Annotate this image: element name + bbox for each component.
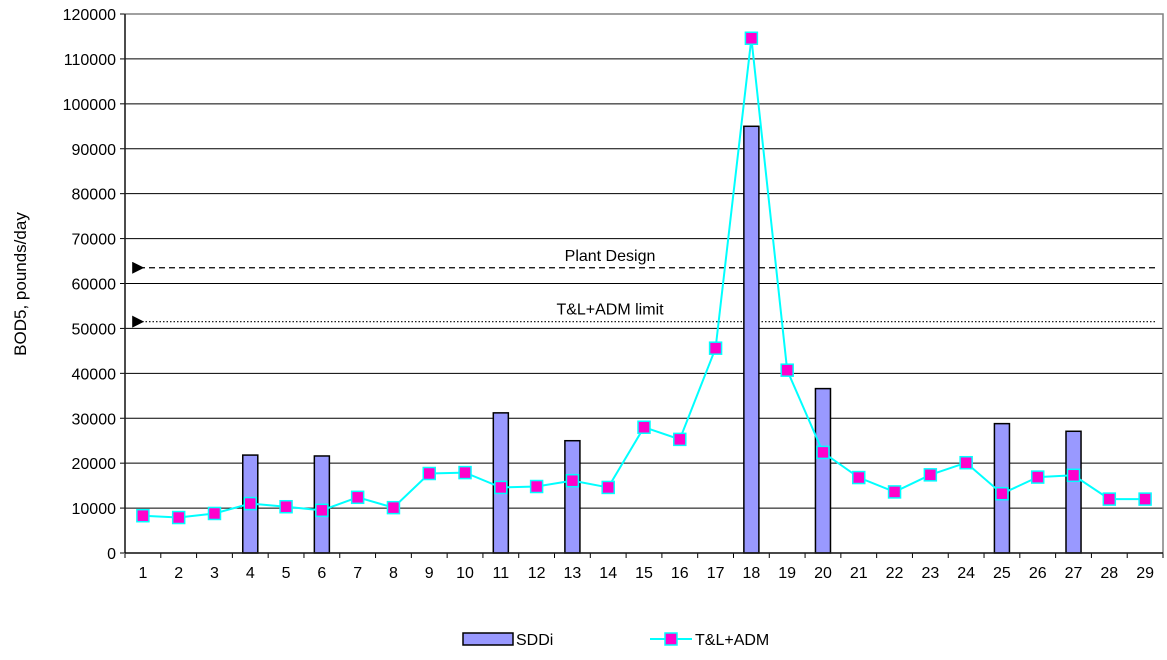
point-marker (207, 506, 222, 521)
x-tick-label: 11 (493, 565, 510, 582)
point-marker (422, 466, 436, 481)
legend: SDDi T&L+ADM (462, 632, 769, 649)
x-tick-label: 23 (921, 565, 939, 582)
point-marker (637, 420, 651, 434)
x-tick-label: 17 (707, 565, 725, 582)
x-tick-label: 29 (1136, 565, 1154, 582)
bar (743, 125, 760, 554)
y-axis-label: BOD5, pounds/day (11, 212, 30, 356)
y-tick-label: 50000 (72, 321, 117, 338)
y-tick-label: 10000 (72, 501, 117, 518)
y-tick-label: 70000 (72, 232, 117, 249)
point-marker (494, 480, 508, 495)
x-tick-label: 7 (353, 565, 362, 582)
reference-lines: Plant Design T&L+ADM limit (132, 248, 1155, 328)
point-marker (744, 31, 759, 46)
x-tick-label: 2 (174, 565, 183, 582)
y-tick-label: 40000 (72, 366, 117, 383)
legend-swatch-sddi (462, 632, 514, 646)
point-marker (601, 480, 615, 495)
reference-line-label: Plant Design (565, 248, 656, 265)
y-tick-label: 110000 (64, 52, 116, 69)
axes (124, 13, 1164, 554)
y-tick-label: 80000 (72, 187, 117, 204)
point-marker (816, 445, 830, 460)
x-tick-label: 20 (814, 565, 832, 582)
x-tick-label: 27 (1065, 565, 1083, 582)
point-marker (243, 496, 258, 511)
line-series (136, 31, 1152, 525)
x-tick-label: 13 (564, 565, 582, 582)
point-marker (852, 470, 866, 485)
point-marker (171, 510, 186, 525)
point-marker (995, 486, 1009, 501)
x-tick-label: 19 (778, 565, 796, 582)
x-tick-label: 25 (993, 565, 1011, 582)
x-tick-label: 28 (1100, 565, 1118, 582)
x-tick-label: 24 (957, 565, 975, 582)
point-marker (780, 363, 794, 377)
point-marker (529, 479, 544, 494)
point-marker (959, 455, 973, 470)
point-marker (458, 465, 472, 480)
x-tick-label: 8 (389, 565, 398, 582)
bar (1065, 430, 1082, 554)
x-tick-label: 10 (456, 565, 474, 582)
point-marker (708, 341, 723, 355)
y-tick-label: 90000 (72, 142, 117, 159)
point-marker (350, 490, 365, 505)
y-axis-ticks: 0 10000 20000 30000 40000 50000 60000 70000 8000… (63, 7, 125, 563)
x-tick-label: 9 (425, 565, 434, 582)
legend-label-sddi: SDDi (516, 632, 553, 649)
legend-marker-tladm (664, 632, 678, 646)
bar-series (242, 125, 1082, 554)
point-marker (923, 468, 938, 482)
point-marker (1066, 468, 1081, 483)
point-marker (386, 500, 401, 515)
y-tick-label: 100000 (63, 97, 116, 114)
point-marker (1138, 492, 1152, 506)
x-tick-label: 16 (671, 565, 689, 582)
point-marker (565, 473, 580, 488)
y-tick-label: 30000 (72, 411, 117, 428)
gridlines (125, 13, 1163, 509)
x-tick-label: 21 (850, 565, 868, 582)
point-marker (279, 499, 293, 514)
y-tick-label: 120000 (63, 7, 116, 24)
point-marker (136, 508, 150, 523)
x-tick-label: 15 (635, 565, 653, 582)
x-tick-label: 5 (282, 565, 291, 582)
y-tick-label: 0 (107, 546, 116, 563)
x-axis-ticks: 1 2 3 4 5 6 7 8 9 10 11 12 13 14 15 16 17 18 19 20 21 22 23 24 2… (124, 553, 1164, 582)
x-tick-label: 1 (138, 565, 147, 582)
x-tick-label: 26 (1029, 565, 1047, 582)
point-marker (673, 432, 687, 447)
bar (814, 387, 832, 554)
legend-label-tladm: T&L+ADM (695, 632, 769, 649)
x-tick-label: 3 (210, 565, 219, 582)
x-tick-label: 22 (886, 565, 904, 582)
point-marker (1030, 470, 1045, 484)
point-marker (1102, 492, 1117, 506)
bar (564, 439, 581, 554)
x-tick-label: 14 (599, 565, 617, 582)
point-marker (315, 503, 329, 518)
x-tick-label: 4 (246, 565, 255, 582)
reference-line-label: T&L+ADM limit (556, 302, 664, 319)
y-tick-label: 60000 (72, 277, 117, 294)
y-tick-label: 20000 (72, 456, 117, 473)
x-tick-label: 6 (317, 565, 326, 582)
x-tick-label: 18 (742, 565, 760, 582)
point-marker (887, 485, 902, 499)
x-tick-label: 12 (528, 565, 546, 582)
